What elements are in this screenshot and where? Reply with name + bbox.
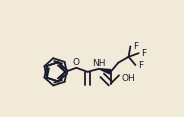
Text: F: F [133, 42, 138, 51]
Text: NH: NH [92, 59, 106, 68]
Polygon shape [99, 68, 111, 75]
Text: O: O [73, 58, 80, 67]
Text: F: F [138, 60, 143, 69]
Text: F: F [141, 49, 146, 58]
Text: OH: OH [121, 74, 135, 83]
